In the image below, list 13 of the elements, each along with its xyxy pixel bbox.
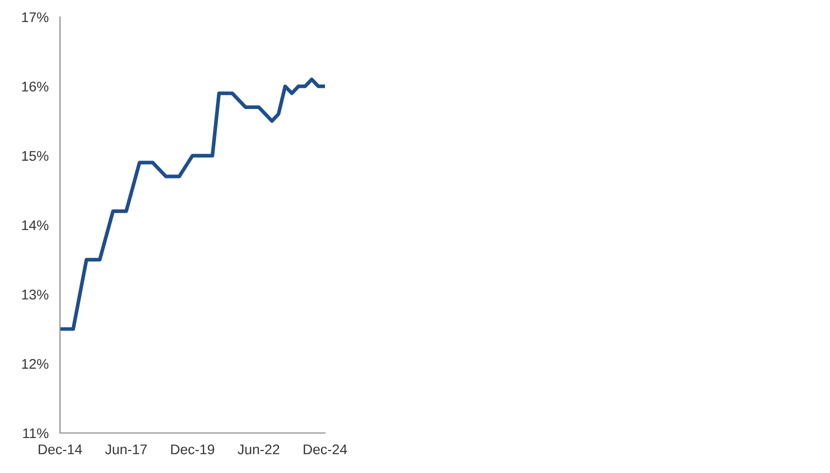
x-tick-label: Jun-17 — [105, 444, 147, 454]
x-tick-label: Dec-24 — [304, 444, 347, 454]
y-tick-label: 12% — [22, 359, 48, 369]
y-tick-label: 14% — [22, 220, 48, 230]
y-tick-label: 13% — [22, 290, 48, 300]
y-tick-label: 15% — [22, 151, 48, 161]
y-tick-label: 17% — [22, 12, 48, 22]
y-tick-label: 11% — [23, 428, 48, 438]
line-series — [60, 78, 325, 331]
y-tick-label: 16% — [22, 82, 48, 92]
x-tick-label: Dec-19 — [171, 444, 214, 454]
x-tick-label: Jun-22 — [238, 444, 280, 454]
x-tick-label: Dec-14 — [38, 444, 82, 454]
